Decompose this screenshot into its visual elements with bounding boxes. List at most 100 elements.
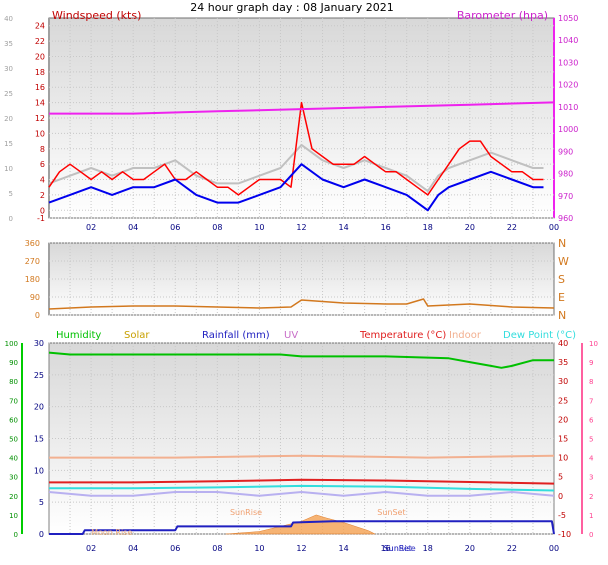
compass-label: N xyxy=(558,309,566,322)
astro-annotation: SunRise xyxy=(230,508,262,517)
wind-x-tick-label: 14 xyxy=(338,223,348,232)
graph-title: 24 hour graph day : 08 January 2021 xyxy=(190,1,394,14)
climate-x-tick-label: 22 xyxy=(507,544,517,553)
wind-x-tick-label: 06 xyxy=(170,223,180,232)
legend-item: Dew Point (°C) xyxy=(503,330,576,341)
wind-tick-label: 2 xyxy=(40,191,45,200)
wind-x-tick-label: 22 xyxy=(507,223,517,232)
climate-x-tick-label: 20 xyxy=(465,544,475,553)
astro-annotation: SunSet xyxy=(384,544,412,553)
dew-point-line xyxy=(49,484,555,492)
direction-grid xyxy=(49,242,554,316)
uv-line xyxy=(48,491,555,497)
humidity-tick-label: 0 xyxy=(14,531,18,539)
wind-x-tick-label: 20 xyxy=(465,223,475,232)
uv-tick-label: 9 xyxy=(589,359,593,367)
legend-item: Rainfall (mm) xyxy=(202,330,270,341)
wind-tick-label: -1 xyxy=(37,214,45,223)
indoor-line xyxy=(49,454,555,459)
climate-x-ticks: 02 04 06 08 10 12 14 16 18 20 22 00 xyxy=(86,544,559,553)
rain-tick-label: 5 xyxy=(39,498,44,507)
temperature-tick-label: 15 xyxy=(558,435,568,444)
humidity-tick-label: 70 xyxy=(9,397,18,405)
wind-series xyxy=(48,101,555,212)
rain-tick-label: 15 xyxy=(34,435,44,444)
wind-tick-label: 24 xyxy=(35,22,45,31)
astro-annotation: SunRise xyxy=(384,544,416,553)
uv-tick-label: 7 xyxy=(589,397,593,405)
rainfall-line xyxy=(49,520,555,535)
compass-label: E xyxy=(558,291,565,304)
astro-annotation: Moon Rise xyxy=(91,528,132,537)
wind-direction-line xyxy=(48,298,555,310)
climate-x-tick-label: 04 xyxy=(128,544,138,553)
wind-x-ticks: 02 04 06 08 10 12 14 16 18 20 22 00 xyxy=(86,223,559,232)
uv-tick-label: 6 xyxy=(589,416,594,424)
wind-outer-tick-label: 0 xyxy=(9,215,13,223)
temperature-tick-label: 35 xyxy=(558,358,568,367)
wind-x-tick-label: 02 xyxy=(86,223,96,232)
climate-x-tick-label: 12 xyxy=(296,544,306,553)
barometer-tick-label: 1000 xyxy=(558,125,578,134)
wind-tick-label: 12 xyxy=(35,114,45,123)
barometer-tick-label: 1030 xyxy=(558,58,578,67)
humidity-tick-label: 30 xyxy=(9,474,18,482)
humidity-line xyxy=(48,351,554,369)
climate-legend: Humidity Solar Rainfall (mm) UV Temperature … xyxy=(56,330,576,341)
direction-degree-label: 0 xyxy=(35,311,40,320)
humidity-tick-label: 90 xyxy=(9,359,18,367)
temperature-tick-label: 20 xyxy=(558,415,568,424)
wind-x-tick-label: 00 xyxy=(549,223,559,232)
temperature-tick-label: -10 xyxy=(558,530,571,539)
humidity-tick-label: 40 xyxy=(9,455,18,463)
legend-item: Indoor xyxy=(449,330,482,341)
rain-tick-label: 10 xyxy=(34,466,44,475)
wind-tick-label: 4 xyxy=(40,176,45,185)
wind-outer-tick-label: 35 xyxy=(4,40,13,48)
average-windspeed-line xyxy=(48,163,544,212)
uv-tick-label: 8 xyxy=(589,378,593,386)
legend-item: Temperature (°C) xyxy=(359,330,446,341)
compass-label: S xyxy=(558,273,565,286)
wind-tick-label: 14 xyxy=(35,99,45,108)
uv-tick-label: 3 xyxy=(589,474,593,482)
barometer-ticks: 960 970 980 990 1000 1010 1020 1030 1040 1050 xyxy=(558,14,578,223)
barometer-tick-label: 970 xyxy=(558,192,573,201)
humidity-tick-label: 20 xyxy=(9,493,18,501)
direction-degree-label: 270 xyxy=(25,257,40,266)
windspeed-line xyxy=(48,101,544,196)
wind-x-tick-label: 10 xyxy=(254,223,264,232)
wind-tick-label: 6 xyxy=(40,160,45,169)
wind-tick-label: 20 xyxy=(35,52,45,61)
wind-x-tick-label: 16 xyxy=(381,223,391,232)
legend-item: Humidity xyxy=(56,330,101,341)
wind-outer-tick-label: 10 xyxy=(4,165,13,173)
temperature-tick-label: 25 xyxy=(558,396,568,405)
climate-series xyxy=(48,351,555,535)
temperature-tick-label: 30 xyxy=(558,377,568,386)
uv-tick-label: 0 xyxy=(589,531,593,539)
windspeed-axis-label: Windspeed (kts) xyxy=(52,9,141,22)
temperature-tick-label: 40 xyxy=(558,339,568,348)
direction-degree-ticks: 0 90 180 270 360 xyxy=(25,239,40,320)
solar-area xyxy=(225,514,376,535)
climate-x-tick-label: 06 xyxy=(170,544,180,553)
humidity-tick-label: 100 xyxy=(5,340,18,348)
barometer-tick-label: 1040 xyxy=(558,36,578,45)
uv-tick-label: 10 xyxy=(589,340,598,348)
temperature-tick-label: 0 xyxy=(558,492,563,501)
direction-degree-label: 360 xyxy=(25,239,40,248)
humidity-tick-label: 10 xyxy=(9,512,18,520)
wind-x-tick-label: 18 xyxy=(423,223,433,232)
astro-annotation: SunSet xyxy=(377,508,405,517)
wind-base-line xyxy=(48,143,544,193)
wind-tick-label: 8 xyxy=(40,145,45,154)
humidity-tick-label: 60 xyxy=(9,416,18,424)
climate-x-tick-label: 14 xyxy=(338,544,348,553)
temperature-tick-label: -5 xyxy=(558,511,566,520)
climate-x-tick-label: 10 xyxy=(254,544,264,553)
